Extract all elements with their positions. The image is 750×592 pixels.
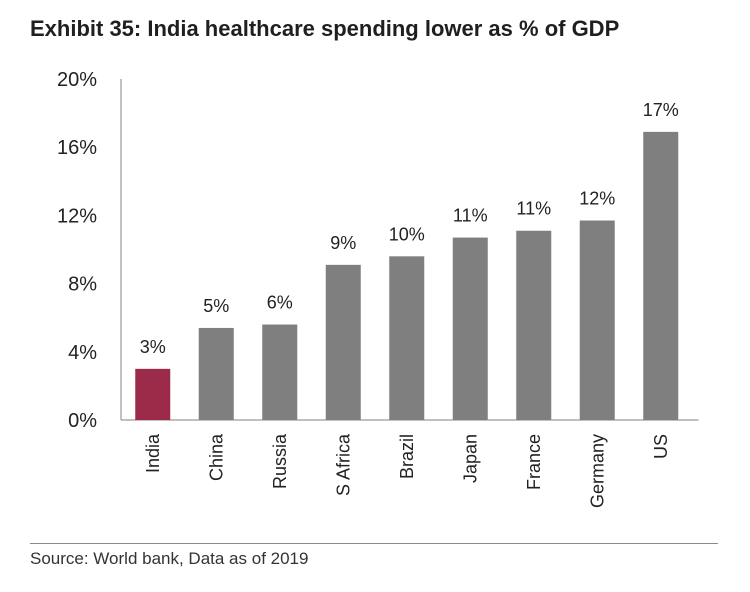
y-tick-label: 0% [68,410,97,432]
bar-germany [579,220,615,420]
data-label: 3% [140,337,166,357]
y-tick-label: 20% [57,69,97,91]
x-category-label: Germany [587,434,607,508]
data-label: 5% [203,296,229,316]
bar-russia [262,324,298,420]
y-tick-label: 16% [57,137,97,159]
data-label: 12% [579,189,615,209]
y-tick-label: 8% [68,274,97,296]
data-label: 11% [453,206,488,226]
x-category-label: Russia [270,433,290,489]
x-category-label: Brazil [397,434,417,479]
bar-chart: 0% 4% 8% 12% 16% 20% 3% India 5% China 6% Russia 9% S… [57,69,699,508]
x-category-label: Japan [460,434,480,483]
bar-brazil [389,256,425,420]
data-label: 17% [643,100,679,120]
source-note: Source: World bank, Data as of 2019 [30,549,309,568]
y-tick-label: 12% [57,205,97,227]
data-label: 11% [516,199,551,219]
data-label: 9% [330,233,356,253]
data-label: 10% [389,224,425,244]
bar-china [198,327,234,420]
x-category-label: France [524,434,544,490]
divider [30,543,718,544]
chart-title: Exhibit 35: India healthcare spending lo… [30,16,620,41]
bar-france [516,230,552,420]
x-category-label: China [206,433,226,481]
y-tick-label: 4% [68,342,97,364]
data-label: 6% [267,293,293,313]
bar-japan [452,237,488,420]
bar-s-africa [325,264,361,420]
bar-us [643,131,679,421]
x-category-label: S Africa [333,433,353,496]
bar-india [135,368,171,420]
x-category-label: India [143,433,163,473]
x-category-label: US [651,434,671,459]
